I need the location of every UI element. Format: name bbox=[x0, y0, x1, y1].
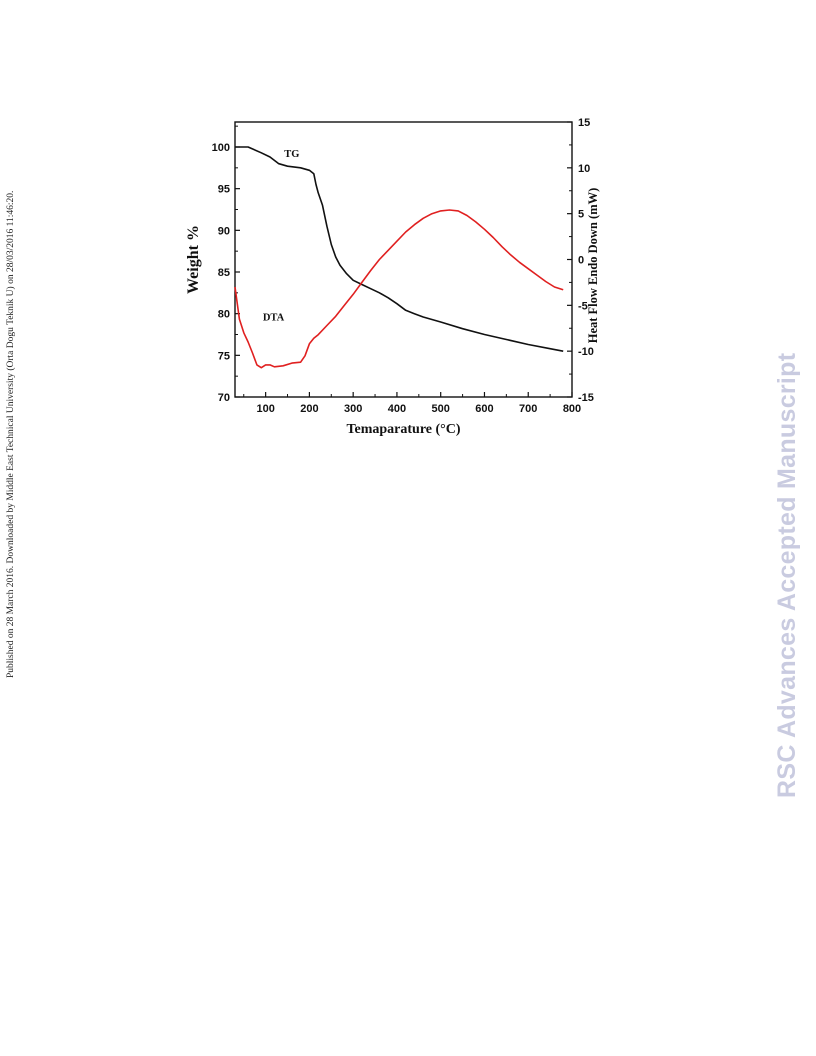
plot-area: 100 200 300 400 500 600 700 800707580859095100-… bbox=[212, 117, 594, 415]
download-note: Published on 28 March 2016. Downloaded b… bbox=[6, 190, 16, 678]
left-y-axis-title: Weight % bbox=[185, 225, 202, 294]
x-tick-label: 600 bbox=[475, 403, 493, 415]
y-tick-label: 70 bbox=[218, 392, 230, 404]
y2-tick-label: 0 bbox=[578, 255, 584, 267]
tg-label: TG bbox=[284, 149, 299, 160]
tg-dta-figure: 100 200 300 400 500 600 700 800 70 75 80 85 90 95 100-… bbox=[180, 110, 600, 450]
tg-dta-chart: 100 200 300 400 500 600 700 800707580859095100-… bbox=[180, 110, 600, 450]
download-note-container: Published on 28 March 2016. Downloaded b… bbox=[4, 128, 18, 678]
journal-watermark-container: RSC Advances Accepted Manuscript bbox=[770, 258, 806, 798]
right-y-axis-title: Heat Flow Endo Down (mW) bbox=[586, 188, 600, 344]
x-tick-label: 500 bbox=[432, 403, 450, 415]
x-axis-title: Temaparature (°C) bbox=[346, 422, 460, 437]
y2-tick-label: -10 bbox=[578, 346, 594, 358]
y2-tick-label: 5 bbox=[578, 209, 584, 221]
dta-label: DTA bbox=[263, 312, 285, 323]
y-tick-label: 80 bbox=[218, 309, 230, 321]
x-tick-label: 800 bbox=[563, 403, 581, 415]
x-tick-label: 400 bbox=[388, 403, 406, 415]
y-tick-label: 85 bbox=[218, 267, 230, 279]
x-tick-label: 300 bbox=[344, 403, 362, 415]
y-tick-label: 100 bbox=[212, 142, 230, 154]
journal-watermark: RSC Advances Accepted Manuscript bbox=[773, 352, 801, 798]
y-tick-label: 95 bbox=[218, 184, 230, 196]
dta-curve bbox=[234, 209, 564, 369]
x-tick-label: 700 bbox=[519, 403, 537, 415]
tg-curve bbox=[235, 146, 564, 352]
y2-tick-label: 15 bbox=[578, 117, 590, 129]
y2-tick-label: -15 bbox=[578, 392, 594, 404]
y-tick-label: 90 bbox=[218, 225, 230, 237]
x-tick-label: 200 bbox=[300, 403, 318, 415]
y2-tick-label: -5 bbox=[578, 300, 588, 312]
y-tick-label: 75 bbox=[218, 350, 230, 362]
y2-tick-label: 10 bbox=[578, 163, 590, 175]
x-tick-label: 100 bbox=[256, 403, 274, 415]
chart-background bbox=[180, 110, 600, 450]
